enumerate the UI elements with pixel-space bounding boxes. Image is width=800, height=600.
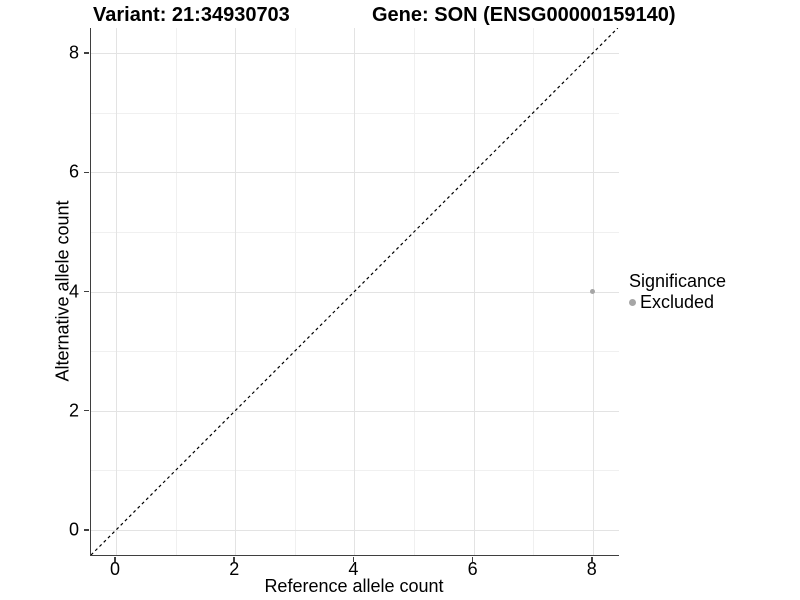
x-tick-label: 4 [348, 559, 359, 579]
x-tick [591, 556, 593, 562]
y-tick [84, 52, 89, 54]
legend: Significance Excluded [629, 271, 726, 312]
data-point [590, 289, 596, 294]
y-tick-label: 6 [68, 161, 79, 182]
x-tick [233, 556, 235, 562]
x-axis-title: Reference allele count [264, 576, 444, 596]
variant-title: Variant: 21:34930703 [93, 4, 290, 26]
y-tick-label: 4 [68, 281, 79, 301]
y-tick [84, 529, 89, 531]
x-tick-label: 6 [467, 559, 478, 579]
x-tick-label: 0 [110, 559, 121, 579]
x-tick [114, 556, 116, 562]
y-tick [84, 171, 89, 174]
y-tick-label: 8 [68, 42, 79, 63]
legend-key-dot-icon [629, 298, 636, 306]
legend-item-label: Excluded [640, 292, 715, 312]
y-tick [84, 290, 89, 293]
x-tick-label: 8 [586, 559, 597, 579]
x-tick [352, 556, 355, 562]
gene-title: Gene: SON (ENSG00000159140) [372, 4, 676, 26]
x-tick-label: 2 [229, 559, 240, 579]
y-tick-label: 2 [68, 400, 79, 421]
x-tick [471, 556, 474, 562]
y-tick-label: 0 [68, 519, 79, 540]
y-tick [84, 409, 89, 412]
plot-panel [90, 28, 619, 556]
legend-item-excluded: Excluded [629, 292, 726, 312]
identity-refline [91, 28, 619, 555]
legend-title: Significance [629, 271, 727, 291]
